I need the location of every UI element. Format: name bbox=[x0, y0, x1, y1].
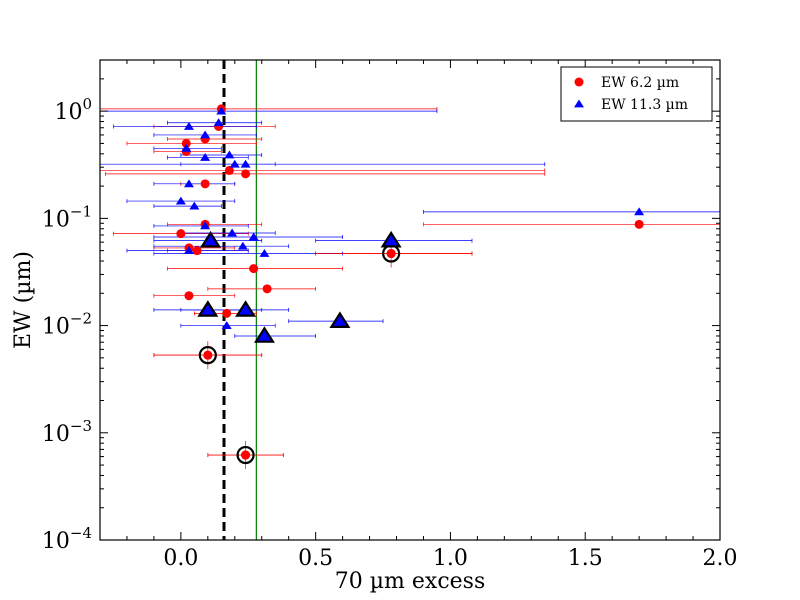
error-bar bbox=[423, 222, 720, 227]
data-point-circle bbox=[249, 264, 259, 274]
data-point-circle bbox=[176, 229, 186, 239]
data-point-triangle-highlighted bbox=[253, 326, 275, 343]
data-point-triangle bbox=[216, 106, 227, 115]
data-point-triangle-highlighted bbox=[200, 230, 222, 248]
error-bar bbox=[180, 231, 276, 236]
series-circle bbox=[100, 106, 720, 458]
data-point-triangle bbox=[175, 196, 186, 205]
error-bar bbox=[167, 136, 263, 141]
error-bar bbox=[423, 209, 720, 214]
x-tick-label: 2.0 bbox=[703, 546, 738, 571]
legend-marker-triangle bbox=[574, 99, 584, 108]
y-tick-label: 10−3 bbox=[42, 417, 92, 447]
error-bar bbox=[207, 286, 317, 291]
data-point-triangle bbox=[200, 130, 211, 139]
data-point-triangle bbox=[227, 228, 238, 237]
data-point-triangle bbox=[181, 143, 192, 152]
data-point-triangle-highlighted bbox=[380, 230, 402, 248]
error-bar bbox=[153, 244, 290, 249]
data-point-circle-highlighted bbox=[203, 350, 213, 360]
y-tick-label: 10−4 bbox=[42, 524, 92, 554]
legend-label: EW 6.2 µm bbox=[601, 75, 679, 91]
error-bar bbox=[153, 293, 236, 298]
data-point-circle bbox=[192, 246, 202, 256]
error-bar bbox=[100, 162, 546, 167]
error-bar bbox=[100, 109, 438, 114]
error-bar bbox=[180, 307, 290, 312]
markers-triangle-outlined bbox=[197, 230, 402, 343]
error-bar bbox=[153, 181, 236, 186]
x-tick-label: 1.5 bbox=[568, 546, 603, 571]
data-point-triangle bbox=[183, 179, 194, 188]
error-bar bbox=[167, 120, 263, 125]
highlight-ring bbox=[236, 445, 255, 465]
data-point-circle-highlighted bbox=[241, 450, 251, 460]
x-tick-label: 0.0 bbox=[163, 546, 198, 571]
data-point-triangle bbox=[200, 221, 211, 230]
data-point-circle bbox=[222, 308, 232, 318]
data-point-circle-highlighted bbox=[386, 249, 396, 259]
error-bar bbox=[153, 235, 343, 240]
data-point-circle bbox=[634, 219, 644, 229]
y-tick-label: 100 bbox=[54, 95, 92, 125]
data-point-triangle-highlighted bbox=[197, 300, 219, 317]
data-point-triangle-highlighted bbox=[235, 300, 257, 317]
y-tick-label: 10−1 bbox=[42, 202, 92, 232]
data-point-triangle bbox=[229, 159, 240, 168]
error-bar bbox=[126, 141, 257, 146]
data-point-circle bbox=[184, 291, 194, 301]
data-point-triangle bbox=[224, 150, 235, 159]
data-point-triangle bbox=[221, 321, 232, 329]
data-point-circle bbox=[262, 284, 272, 294]
error-bar bbox=[180, 152, 263, 157]
data-point-triangle bbox=[213, 118, 224, 127]
data-point-triangle bbox=[237, 241, 248, 250]
error-bar bbox=[234, 333, 317, 338]
data-point-triangle bbox=[183, 121, 194, 130]
legend-label: EW 11.3 µm bbox=[601, 97, 688, 113]
error-bar bbox=[105, 171, 546, 176]
error-bar bbox=[100, 168, 546, 173]
data-point-triangle-highlighted bbox=[329, 311, 351, 328]
data-point-triangle bbox=[189, 201, 200, 210]
data-point-triangle bbox=[634, 207, 645, 216]
data-point-triangle bbox=[248, 232, 259, 241]
error-bar bbox=[100, 106, 438, 111]
x-axis-label: 70 µm excess bbox=[335, 569, 486, 594]
markers-circle-outlined bbox=[198, 244, 401, 465]
error-bar bbox=[153, 204, 222, 209]
series-circle-outlined bbox=[153, 239, 473, 470]
data-point-triangle bbox=[200, 152, 211, 161]
legend: EW 6.2 µm EW 11.3 µm bbox=[560, 66, 713, 122]
data-point-circle bbox=[200, 179, 210, 189]
plot-area bbox=[100, 60, 720, 540]
data-point-circle bbox=[181, 138, 191, 148]
x-tick-label: 0.5 bbox=[298, 546, 333, 571]
data-point-circle bbox=[224, 165, 234, 175]
y-tick-label: 10−2 bbox=[42, 310, 92, 340]
data-point-triangle bbox=[183, 246, 194, 255]
data-point-triangle bbox=[259, 249, 270, 257]
error-bar bbox=[113, 124, 257, 129]
markers-triangle bbox=[175, 106, 645, 329]
legend-marker-circle bbox=[574, 77, 584, 87]
x-tick-label: 1.0 bbox=[433, 546, 468, 571]
legend-box bbox=[560, 66, 713, 122]
data-point-circle bbox=[241, 169, 251, 179]
highlight-ring bbox=[198, 346, 217, 365]
axes: 0.0 0.5 1.0 1.5 2.0 10−4 10−3 10−2 10−1 100 bbox=[42, 59, 738, 571]
plot-frame bbox=[99, 59, 721, 541]
y-axis-label: EW (µm) bbox=[11, 251, 36, 349]
data-point-triangle bbox=[240, 159, 251, 168]
